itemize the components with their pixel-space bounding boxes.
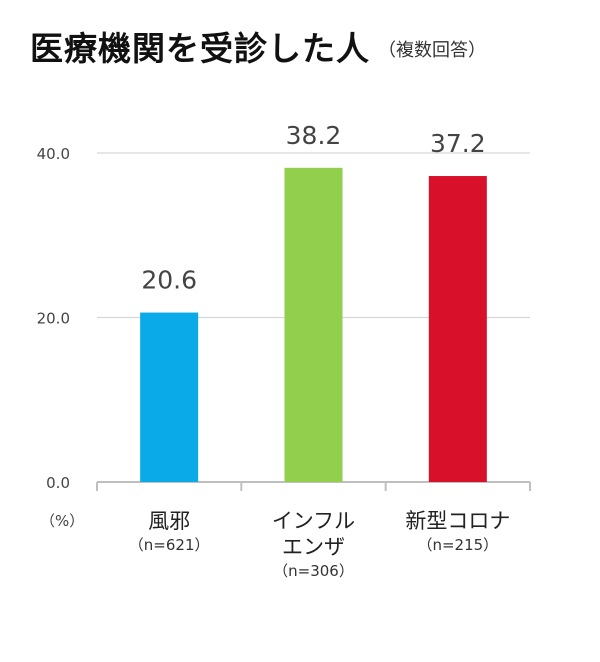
category-name: インフル: [271, 509, 356, 533]
bar: [428, 176, 487, 482]
data-label: 37.2: [430, 129, 486, 158]
sample-size: （n=306）: [273, 562, 354, 580]
y-tick-label: 0.0: [46, 474, 70, 492]
bar: [284, 167, 343, 482]
y-tick-label: 40.0: [37, 145, 70, 163]
bar: [140, 312, 199, 482]
title-row: 医療機関を受診した人 （複数回答）: [30, 22, 486, 70]
category-label: 風邪 （n=621）: [84, 508, 254, 556]
category-name: エンザ: [282, 535, 345, 559]
category-name: 新型コロナ: [405, 509, 511, 533]
sample-size: （n=215）: [417, 536, 499, 554]
chart-subtitle: （複数回答）: [378, 40, 486, 61]
category-name: 風邪: [148, 509, 191, 533]
chart-title: 医療機関を受診した人: [30, 29, 370, 68]
data-label: 20.6: [141, 266, 197, 295]
data-label: 38.2: [286, 121, 342, 150]
category-label: インフル エンザ （n=306）: [229, 508, 399, 582]
unit-label: （%）: [40, 512, 85, 530]
category-label: 新型コロナ （n=215）: [373, 508, 543, 556]
y-tick-label: 20.0: [37, 310, 70, 328]
sample-size: （n=621）: [128, 536, 210, 554]
